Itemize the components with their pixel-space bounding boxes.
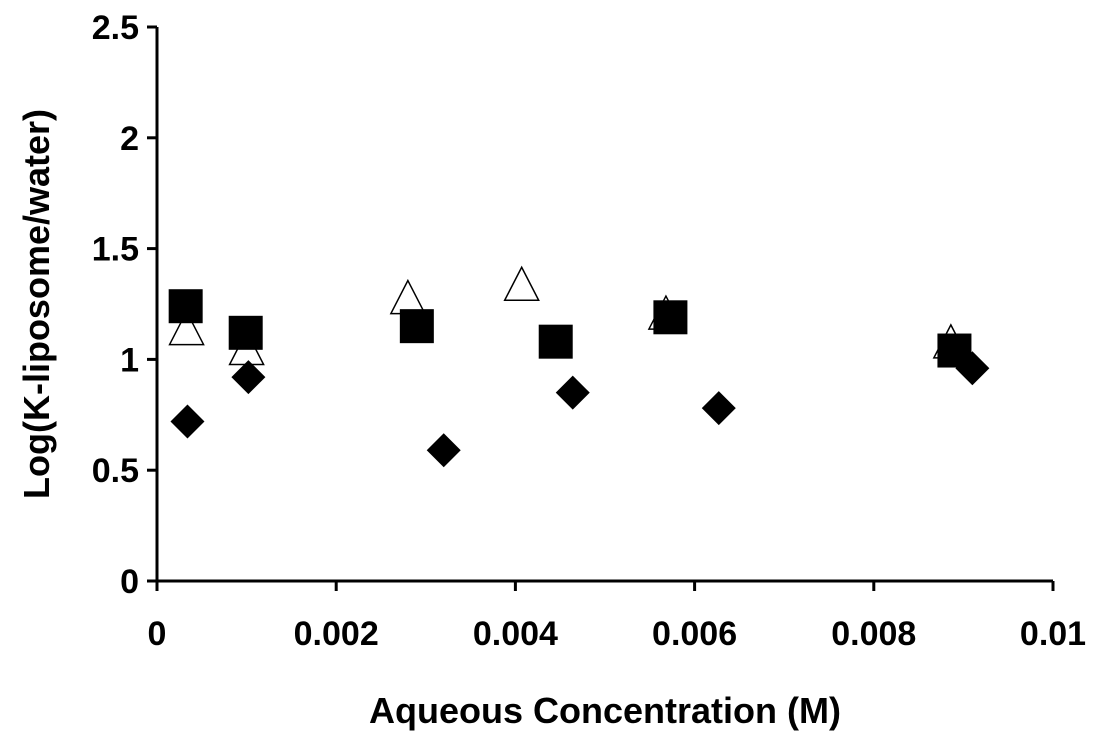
data-point-diamond xyxy=(426,433,461,468)
data-point-square xyxy=(168,289,203,324)
axis-tick-labels: 0 0.5 1 1.5 2 2.5 0 0.002 0.004 0.006 0.008 0.01 xyxy=(92,9,1086,653)
data-point-square xyxy=(399,309,434,344)
data-point-triangle xyxy=(389,278,427,315)
data-point-square xyxy=(653,300,688,335)
x-tick-label: 0 xyxy=(148,615,167,653)
data-point-triangle xyxy=(503,265,540,302)
y-axis-title: Log(K-liposome/water) xyxy=(16,109,57,499)
data-point-square xyxy=(538,324,573,359)
data-point-square xyxy=(228,315,263,350)
x-axis-title: Aqueous Concentration (M) xyxy=(369,690,841,731)
data-point-square xyxy=(937,333,972,368)
y-tick-label: 0.5 xyxy=(92,452,139,490)
axis-ticks xyxy=(147,25,1055,591)
axes xyxy=(155,27,1053,583)
data-point-diamond xyxy=(701,391,736,426)
y-tick-label: 0 xyxy=(120,563,139,601)
data-point-diamond xyxy=(555,375,590,410)
data-point-diamond xyxy=(231,360,266,395)
y-tick-label: 1.5 xyxy=(92,231,139,269)
x-tick-label: 0.008 xyxy=(831,615,916,653)
x-tick-label: 0.004 xyxy=(473,615,558,653)
y-tick-label: 2 xyxy=(120,120,139,158)
y-tick-label: 2.5 xyxy=(92,9,139,47)
y-tick-label: 1 xyxy=(120,341,139,379)
data-point-diamond xyxy=(170,404,205,439)
data-points xyxy=(168,265,990,468)
x-tick-label: 0.01 xyxy=(1020,615,1086,653)
x-tick-label: 0.002 xyxy=(294,615,379,653)
data-point-triangle xyxy=(168,309,205,346)
x-tick-label: 0.006 xyxy=(652,615,737,653)
